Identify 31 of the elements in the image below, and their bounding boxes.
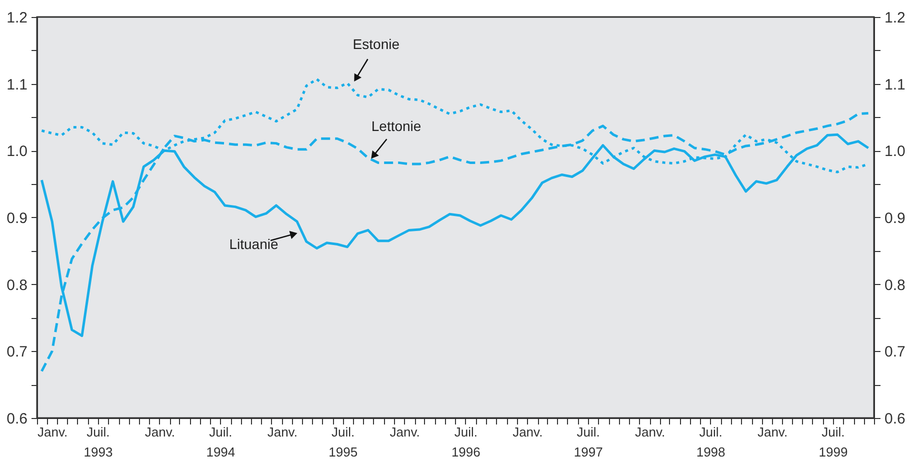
y-tick-label: 0.8 bbox=[6, 276, 28, 294]
x-tick-label: Juil. 1996 bbox=[451, 424, 480, 460]
x-tick-label: Janv. bbox=[757, 424, 788, 440]
x-tick-label: Juil. 1999 bbox=[818, 424, 848, 460]
y-tick-label: 1.1 bbox=[6, 76, 28, 94]
y2-tick-label: 1.2 bbox=[884, 10, 906, 26]
y2-tick-label: 1.1 bbox=[884, 76, 906, 94]
x-tick-label: Janv. bbox=[512, 424, 543, 440]
y-tick-label: 1.0 bbox=[6, 143, 28, 160]
annotation: Estonie bbox=[352, 36, 400, 52]
y-tick-label: 0.9 bbox=[6, 210, 28, 227]
y-tick-label: 1.2 bbox=[6, 10, 28, 26]
y2-tick-label: 0.8 bbox=[884, 276, 906, 294]
y2-tick-label: 0.9 bbox=[884, 210, 906, 227]
y2-tick-label: 0.6 bbox=[884, 410, 906, 428]
x-tick-label: Janv. bbox=[267, 424, 298, 440]
y-tick-label: 0.6 bbox=[6, 410, 28, 428]
x-tick-label: Juil. 1997 bbox=[574, 424, 603, 460]
x-tick-label: Juil. 1993 bbox=[84, 424, 113, 460]
x-tick-label: Juil. 1998 bbox=[696, 424, 726, 460]
x-tick-label: Juil. 1995 bbox=[328, 424, 358, 460]
annotation: Lettonie bbox=[371, 118, 422, 134]
x-tick-label: Janv. bbox=[38, 424, 68, 440]
x-tick-label: Janv. bbox=[635, 424, 666, 440]
y2-tick-label: 1.0 bbox=[884, 143, 906, 160]
annotation: Lituanie bbox=[229, 236, 278, 252]
x-tick-label: Juil. 1994 bbox=[206, 424, 236, 460]
y2-tick-label: 0.7 bbox=[884, 344, 906, 361]
y-tick-label: 0.7 bbox=[6, 344, 28, 361]
x-tick-label: Janv. bbox=[390, 424, 420, 440]
x-tick-label: Janv. bbox=[144, 424, 175, 440]
